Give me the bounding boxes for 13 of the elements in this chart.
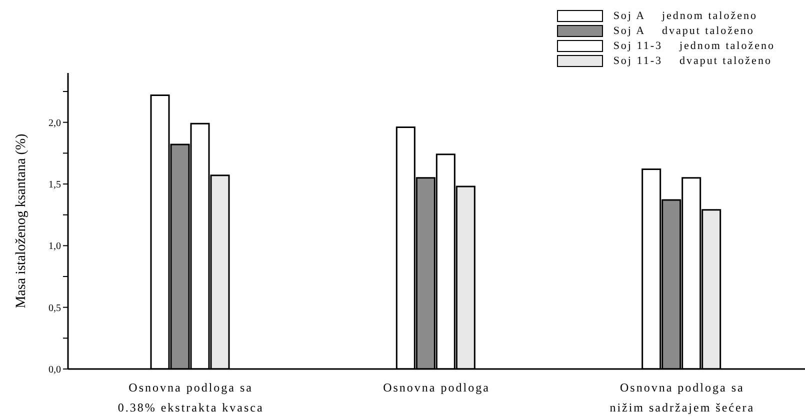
y-axis-title: Masa istaloženog ksantana (%) — [14, 133, 29, 308]
y-tick-label: 0,5 — [48, 302, 61, 314]
legend-label: Soj 11-3 jednom taloženo — [613, 40, 775, 52]
legend-label: Soj A jednom taloženo — [613, 10, 758, 22]
x-tick-label: Osnovna podloga — [383, 380, 490, 395]
x-tick-label: Osnovna podloga sa 0.38% ekstrakta kvasca — [118, 380, 264, 415]
y-tick-label: 2,0 — [48, 118, 61, 129]
y-tick-label: 1,0 — [48, 241, 61, 252]
y-tick-label: 0,0 — [48, 364, 61, 376]
y-tick-label: 1,5 — [48, 180, 61, 191]
legend-label: Soj A dvaput taloženo — [613, 24, 754, 36]
legend-label: Soj 11-3 dvaput taloženo — [613, 54, 772, 66]
x-tick-label: Osnovna podloga sa nižim sadržajem šećera — [610, 380, 755, 415]
